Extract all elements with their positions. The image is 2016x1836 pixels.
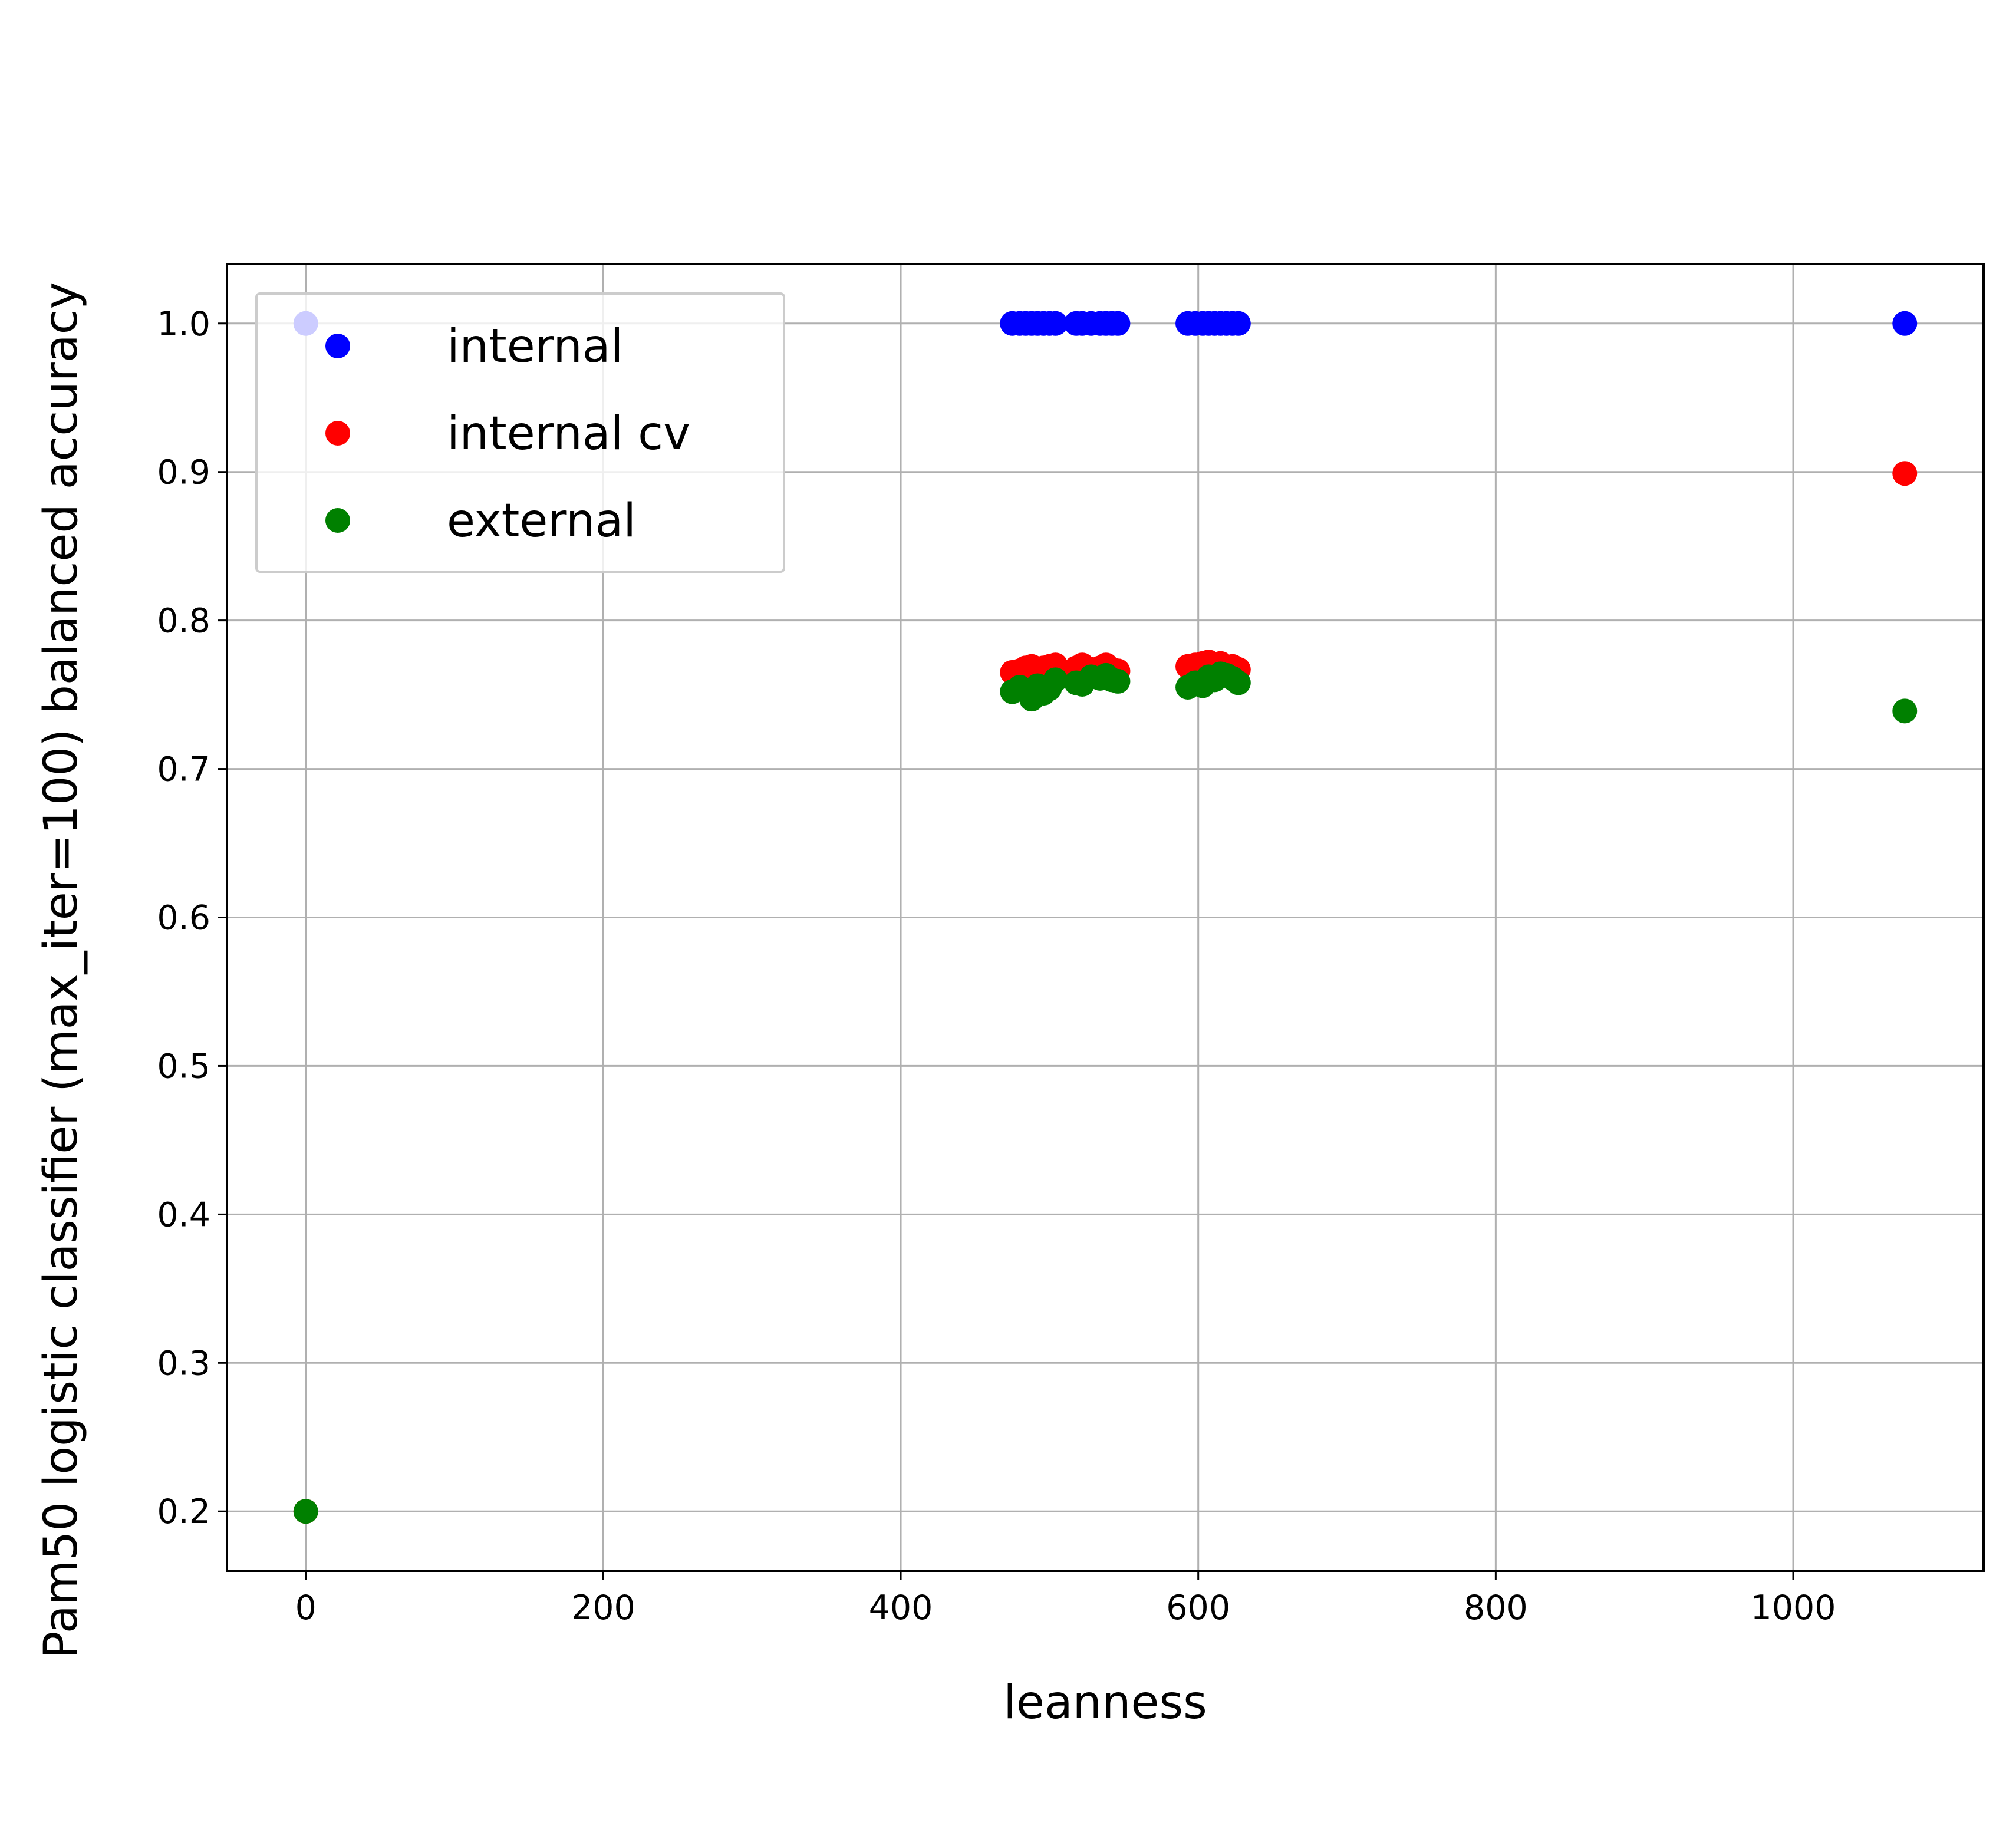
legend-label: external xyxy=(447,495,636,548)
data-point xyxy=(293,1499,318,1524)
y-tick-label: 0.3 xyxy=(157,1344,210,1383)
data-point xyxy=(1226,311,1251,336)
y-tick-label: 0.8 xyxy=(157,602,210,641)
axis-ticks: 0 200 400 600 800 1000 0.2 0.3 0.4 0.5 0.6 0.7 0.8 0.… xyxy=(157,305,1836,1627)
x-tick-label: 200 xyxy=(571,1588,635,1627)
data-point xyxy=(1892,698,1918,724)
data-point xyxy=(1226,670,1251,695)
data-point xyxy=(1043,667,1068,693)
y-tick-label: 0.6 xyxy=(157,899,210,938)
legend-marker xyxy=(325,421,350,446)
series-external xyxy=(293,661,1918,1524)
legend-label: internal cv xyxy=(447,407,690,460)
legend-box xyxy=(255,292,785,573)
y-tick-label: 0.4 xyxy=(157,1195,210,1234)
y-tick-label: 1.0 xyxy=(157,305,210,344)
x-tick-label: 0 xyxy=(295,1588,317,1627)
legend-marker xyxy=(325,334,350,358)
legend-items: internal internal cv external xyxy=(325,320,690,548)
y-tick-label: 0.9 xyxy=(157,453,210,492)
y-tick-label: 0.5 xyxy=(157,1047,210,1086)
grid-lines xyxy=(227,264,1984,1571)
x-tick-label: 600 xyxy=(1166,1588,1230,1627)
legend-marker xyxy=(325,508,350,533)
data-point xyxy=(1043,311,1068,336)
data-points xyxy=(293,311,1918,1524)
y-tick-label: 0.7 xyxy=(157,750,210,789)
data-point xyxy=(1892,311,1918,336)
y-tick-label: 0.2 xyxy=(157,1492,210,1531)
x-tick-label: 1000 xyxy=(1750,1588,1836,1627)
data-point xyxy=(1105,668,1131,694)
y-axis-title: Pam50 logistic classifier (max_iter=100)… xyxy=(35,282,88,1659)
x-tick-label: 400 xyxy=(869,1588,933,1627)
legend: internal internal cv external xyxy=(255,292,785,573)
data-point xyxy=(1892,461,1918,486)
series-internal xyxy=(293,311,1918,336)
x-axis-title: leanness xyxy=(1003,1676,1207,1729)
legend-label: internal xyxy=(447,320,623,373)
data-point xyxy=(1105,311,1131,336)
x-tick-label: 800 xyxy=(1464,1588,1528,1627)
